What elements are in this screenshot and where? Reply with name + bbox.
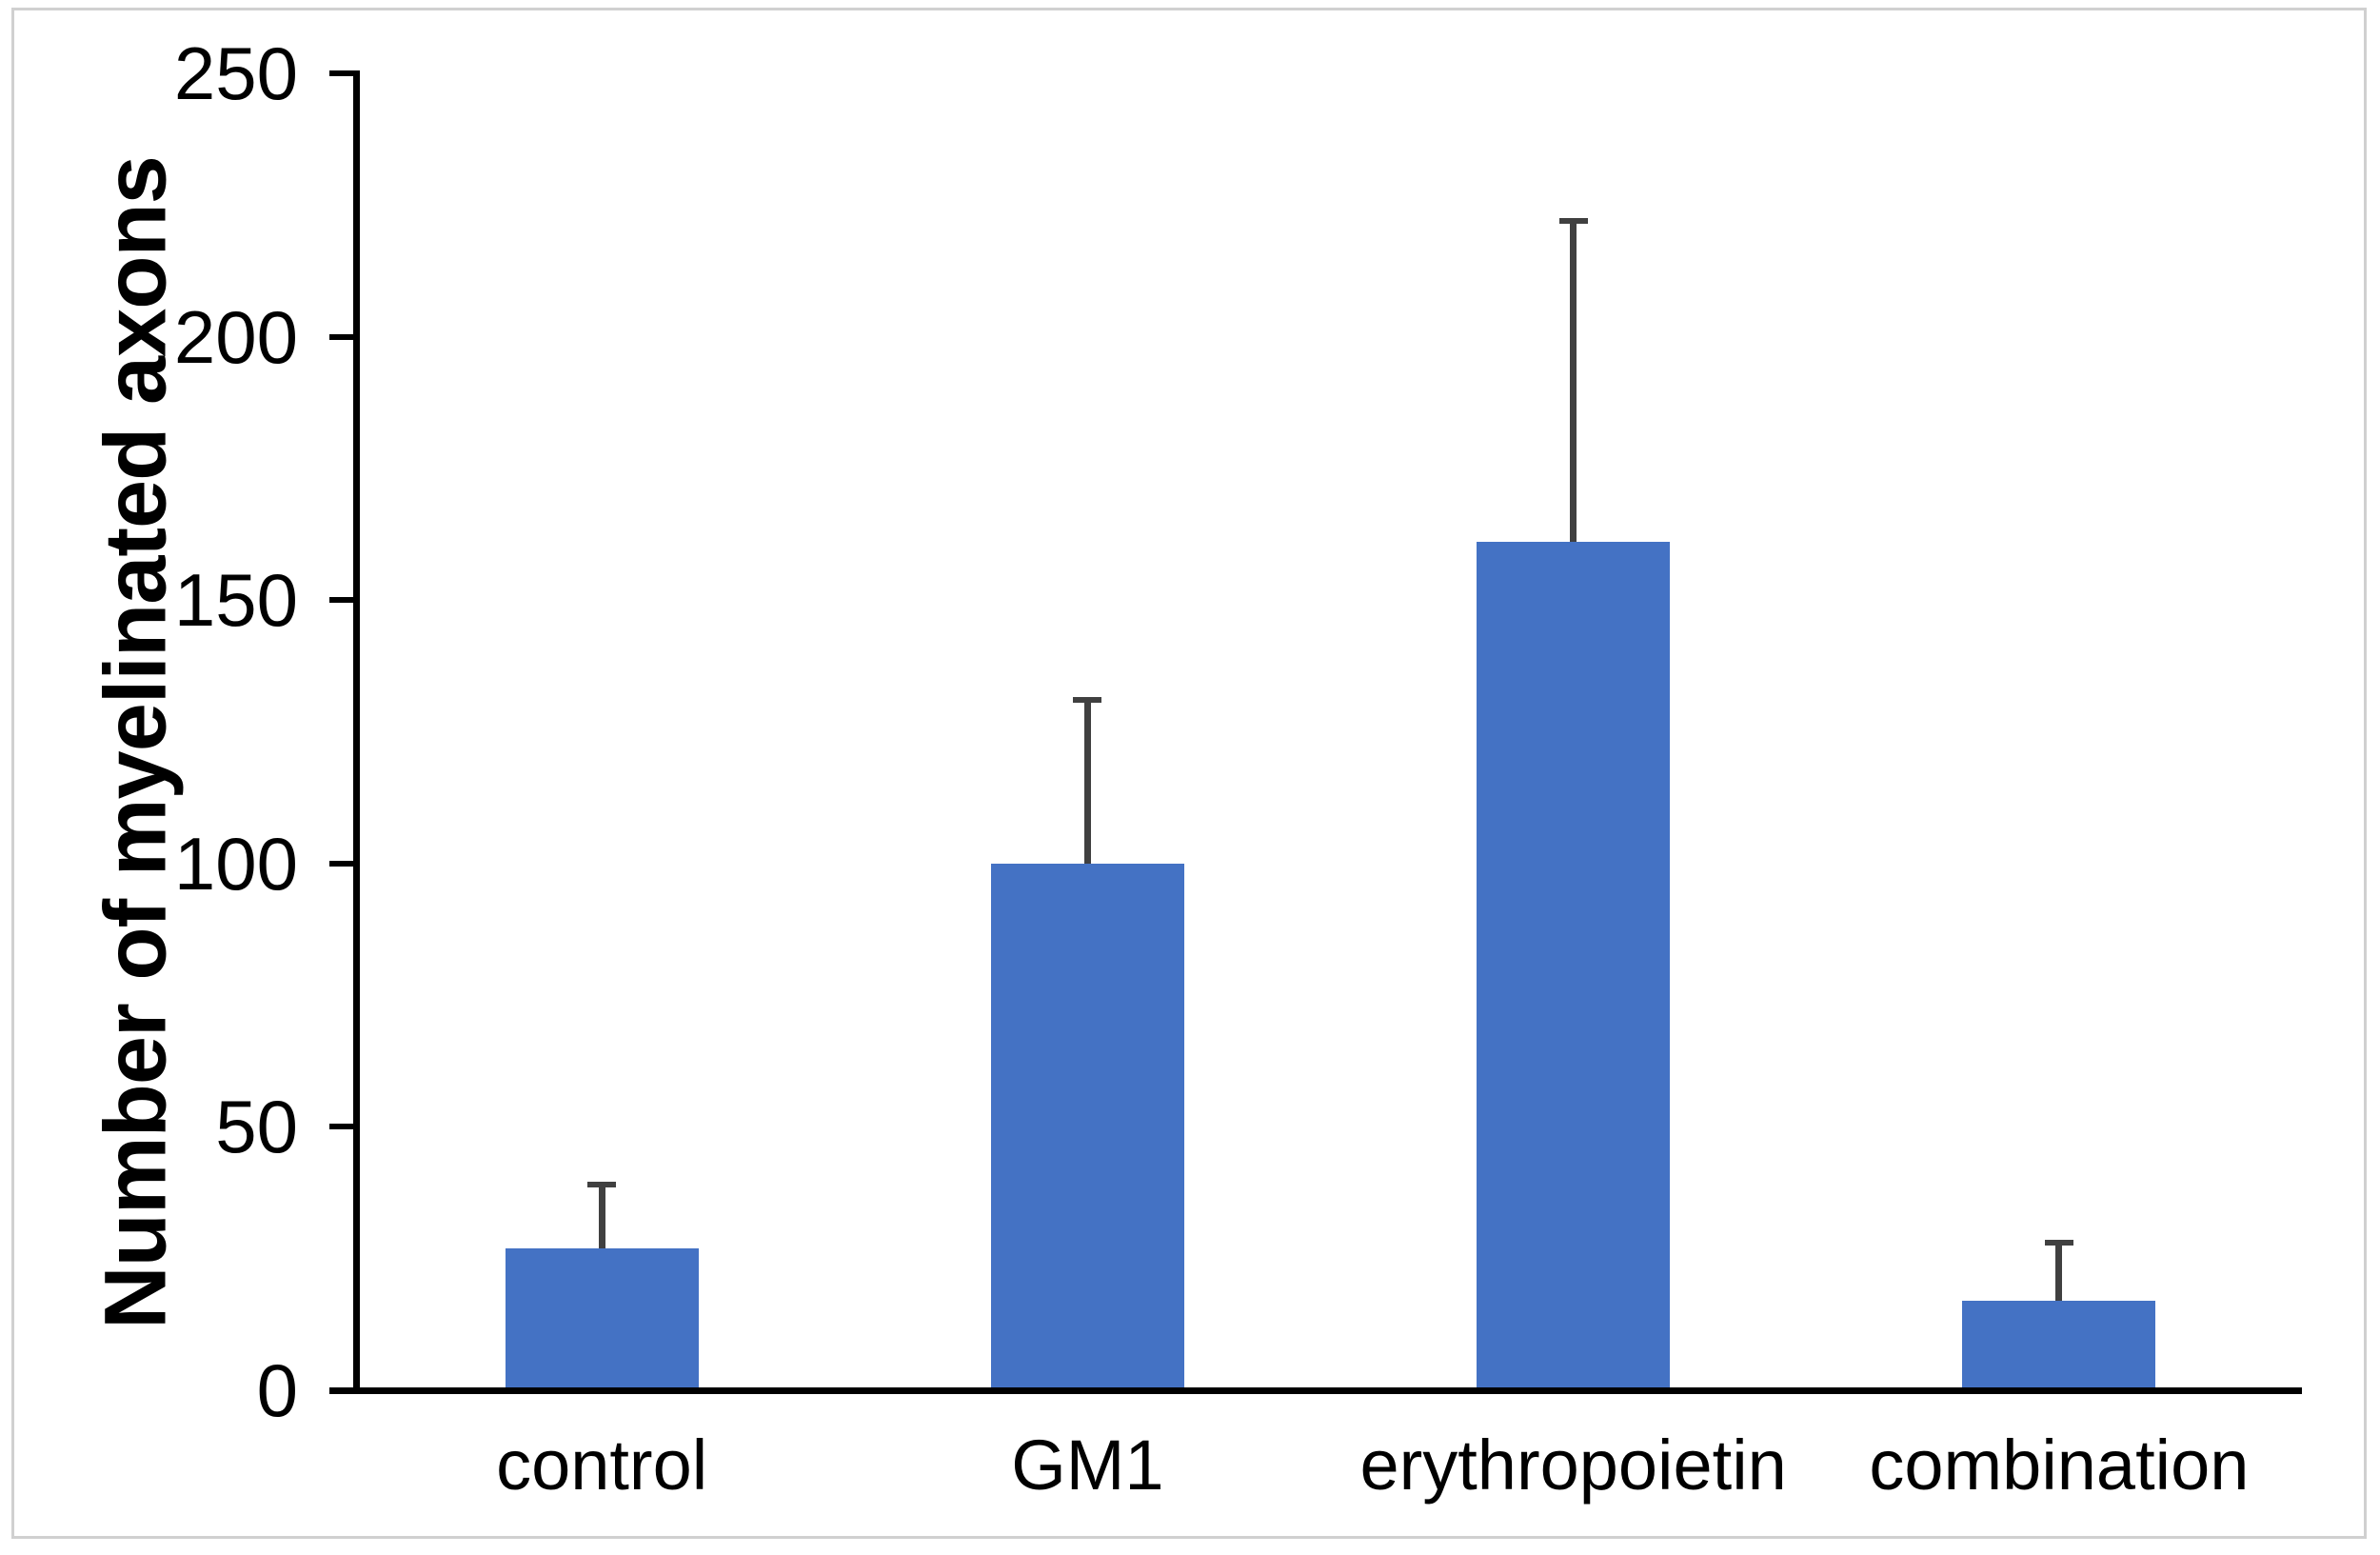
x-category-label-erythropoietin: erythropoietin — [1359, 1425, 1787, 1505]
x-axis-line — [329, 1387, 2302, 1394]
y-tick-label: 200 — [173, 294, 298, 379]
y-axis-tick — [329, 1124, 356, 1130]
error-bar-line-GM1 — [1083, 700, 1091, 864]
y-axis-tick — [329, 860, 356, 867]
y-tick-label: 50 — [215, 1085, 298, 1169]
y-tick-label: 100 — [173, 821, 298, 906]
bar-combination — [1962, 1300, 2156, 1390]
y-tick-label: 150 — [173, 558, 298, 643]
y-axis-tick — [329, 1387, 356, 1393]
bar-GM1 — [990, 863, 1184, 1390]
y-axis-tick — [329, 333, 356, 340]
chart-border — [11, 8, 2367, 1539]
error-bar-line-control — [598, 1185, 605, 1248]
error-bar-line-erythropoietin — [1570, 220, 1577, 543]
y-tick-label: 250 — [173, 31, 298, 115]
error-bar-cap-GM1 — [1073, 697, 1102, 704]
x-category-label-GM1: GM1 — [1011, 1425, 1164, 1505]
x-category-label-combination: combination — [1869, 1425, 2250, 1505]
bar-erythropoietin — [1477, 542, 1671, 1390]
error-bar-cap-control — [587, 1182, 617, 1188]
y-axis-tick — [329, 597, 356, 604]
error-bar-cap-erythropoietin — [1558, 217, 1588, 224]
error-bar-cap-combination — [2044, 1240, 2073, 1246]
bar-control — [505, 1247, 699, 1390]
error-bar-line-combination — [2055, 1243, 2063, 1301]
y-axis-tick — [329, 70, 356, 76]
y-tick-label: 0 — [256, 1348, 298, 1432]
x-category-label-control: control — [496, 1425, 708, 1505]
y-axis-line — [353, 70, 360, 1394]
